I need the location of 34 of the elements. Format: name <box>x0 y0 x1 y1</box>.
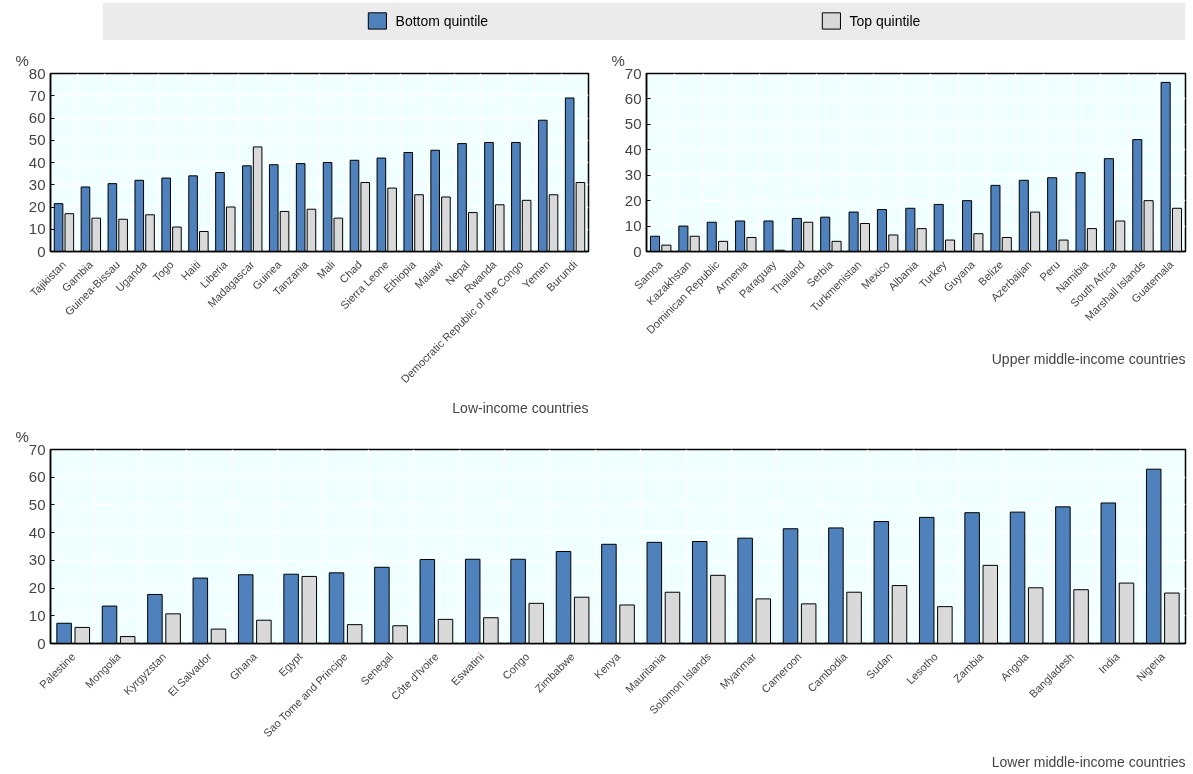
x-tick-label: Togo <box>150 258 176 284</box>
y-tick-label: 10 <box>624 217 642 235</box>
y-tick-label: 80 <box>28 64 46 82</box>
y-tick-label: 60 <box>28 109 46 126</box>
y-tick-label: 40 <box>624 140 642 158</box>
text: Low-income countries <box>452 399 589 416</box>
y-axis-title: % <box>611 51 625 69</box>
y-tick-label: 10 <box>28 606 46 624</box>
y-tick-label: 0 <box>37 242 46 260</box>
text: Lower middle-income countries <box>991 753 1186 770</box>
y-tick-label: 60 <box>624 89 642 107</box>
y-axis-title: % <box>15 51 29 69</box>
y-tick-label: 30 <box>624 166 642 184</box>
y-tick-label: 0 <box>37 634 46 652</box>
y-tick-label: 70 <box>28 440 46 458</box>
y-tick-label: 60 <box>28 468 46 486</box>
legend-label: Bottom quintile <box>395 12 489 29</box>
y-tick-label: 30 <box>28 175 46 193</box>
y-tick-label: 50 <box>624 115 642 133</box>
y-tick-label: 70 <box>624 64 642 82</box>
y-tick-label: 10 <box>28 220 46 238</box>
y-tick-label: 50 <box>28 131 46 149</box>
y-tick-label: 0 <box>633 242 642 260</box>
y-axis-title: % <box>15 427 29 445</box>
y-tick-label: 20 <box>28 198 46 215</box>
text: Upper middle-income countries <box>991 350 1186 367</box>
legend-label: Top quintile <box>849 12 921 29</box>
y-tick-label: 70 <box>28 86 46 104</box>
y-tick-label: 50 <box>28 495 46 513</box>
y-tick-label: 20 <box>28 579 46 597</box>
y-tick-label: 30 <box>28 551 46 569</box>
y-tick-label: 40 <box>28 153 46 171</box>
y-tick-label: 40 <box>28 523 46 541</box>
y-tick-label: 20 <box>624 191 642 209</box>
